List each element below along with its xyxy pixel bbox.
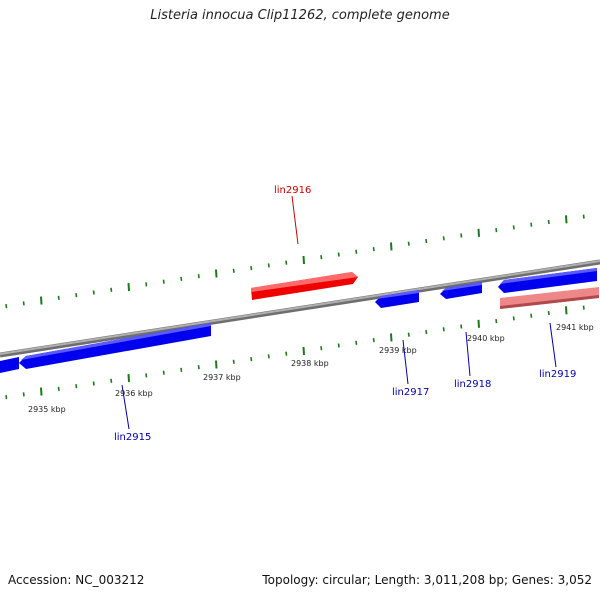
minor-tick bbox=[442, 236, 445, 241]
minor-tick bbox=[5, 304, 8, 309]
minor-tick bbox=[92, 290, 95, 295]
gene-left-partial[interactable] bbox=[0, 357, 19, 373]
minor-tick bbox=[372, 338, 375, 343]
minor-tick bbox=[337, 343, 340, 348]
scale-label: 2941 kbp bbox=[556, 323, 594, 332]
major-tick bbox=[40, 387, 43, 396]
minor-tick bbox=[57, 386, 60, 391]
minor-tick bbox=[512, 316, 515, 321]
reverse-scale-ticks bbox=[5, 305, 585, 400]
minor-tick bbox=[110, 287, 113, 292]
minor-tick bbox=[425, 329, 428, 335]
minor-tick bbox=[162, 279, 165, 284]
minor-tick bbox=[460, 233, 463, 238]
minor-tick bbox=[320, 346, 323, 351]
major-tick bbox=[127, 374, 130, 383]
gene-highlight-bar[interactable] bbox=[500, 287, 599, 309]
minor-tick bbox=[547, 219, 550, 225]
minor-tick bbox=[162, 370, 165, 375]
major-tick bbox=[215, 360, 218, 369]
genome-backbone bbox=[0, 259, 600, 358]
leader-lin2917 bbox=[402, 339, 409, 385]
minor-tick bbox=[582, 305, 585, 310]
minor-tick bbox=[180, 276, 183, 281]
gene-label-lin2916[interactable]: lin2916 bbox=[274, 185, 311, 196]
minor-tick bbox=[495, 228, 498, 233]
leader-lin2916 bbox=[291, 195, 299, 245]
minor-tick bbox=[75, 293, 78, 298]
leader-lin2918 bbox=[465, 331, 471, 377]
minor-tick bbox=[460, 324, 463, 329]
scale-label: 2935 kbp bbox=[28, 405, 66, 414]
minor-tick bbox=[145, 373, 148, 378]
minor-tick bbox=[92, 381, 95, 386]
minor-tick bbox=[57, 295, 60, 300]
minor-tick bbox=[250, 266, 253, 271]
minor-tick bbox=[180, 367, 183, 372]
minor-tick bbox=[355, 340, 358, 345]
gene-lin2917[interactable] bbox=[375, 290, 419, 308]
minor-tick bbox=[530, 313, 533, 318]
minor-tick bbox=[267, 354, 270, 359]
minor-tick bbox=[407, 332, 410, 337]
gene-lin2915[interactable] bbox=[19, 323, 211, 369]
gene-lin2916[interactable] bbox=[251, 272, 358, 300]
scale-label: 2938 kbp bbox=[291, 359, 329, 368]
scale-label: 2940 kbp bbox=[467, 334, 505, 343]
minor-tick bbox=[75, 384, 78, 389]
minor-tick bbox=[495, 319, 498, 324]
leader-lin2919 bbox=[549, 322, 557, 368]
minor-tick bbox=[372, 247, 375, 252]
gene-label-lin2915[interactable]: lin2915 bbox=[114, 432, 151, 443]
gene-lin2918[interactable] bbox=[440, 282, 482, 299]
minor-tick bbox=[197, 365, 200, 370]
minor-tick bbox=[197, 274, 200, 279]
major-tick bbox=[477, 228, 480, 237]
major-tick bbox=[127, 283, 130, 292]
minor-tick bbox=[5, 395, 8, 400]
minor-tick bbox=[285, 260, 288, 265]
forward-scale-ticks bbox=[5, 214, 585, 309]
leader-lin2915 bbox=[121, 384, 130, 430]
major-tick bbox=[302, 346, 305, 356]
genome-title: Listeria innocua Clip11262, complete gen… bbox=[150, 8, 450, 23]
minor-tick bbox=[232, 268, 235, 273]
minor-tick bbox=[582, 214, 585, 219]
major-tick bbox=[390, 333, 393, 342]
minor-tick bbox=[337, 252, 340, 257]
gene-label-lin2917[interactable]: lin2917 bbox=[392, 387, 429, 398]
minor-tick bbox=[232, 359, 235, 364]
major-tick bbox=[215, 269, 218, 278]
scale-label: 2936 kbp bbox=[115, 389, 153, 398]
major-tick bbox=[565, 215, 568, 224]
minor-tick bbox=[530, 222, 533, 227]
minor-tick bbox=[425, 238, 428, 244]
minor-tick bbox=[267, 263, 270, 268]
gene-label-lin2918[interactable]: lin2918 bbox=[454, 379, 491, 390]
minor-tick bbox=[22, 392, 25, 397]
major-tick bbox=[390, 242, 393, 251]
minor-tick bbox=[547, 310, 550, 316]
minor-tick bbox=[355, 249, 358, 254]
accession-label: Accession: NC_003212 bbox=[8, 573, 145, 587]
minor-tick bbox=[320, 255, 323, 260]
major-tick bbox=[477, 319, 480, 328]
major-tick bbox=[302, 255, 305, 265]
minor-tick bbox=[512, 225, 515, 230]
minor-tick bbox=[22, 301, 25, 306]
scale-label: 2937 kbp bbox=[203, 373, 241, 382]
gene-label-lin2919[interactable]: lin2919 bbox=[539, 369, 576, 380]
gene-lin2919[interactable] bbox=[498, 268, 597, 293]
scale-label: 2939 kbp bbox=[379, 346, 417, 355]
major-tick bbox=[565, 306, 568, 315]
minor-tick bbox=[442, 327, 445, 332]
genome-stats-label: Topology: circular; Length: 3,011,208 bp… bbox=[262, 573, 592, 587]
minor-tick bbox=[407, 241, 410, 246]
minor-tick bbox=[285, 351, 288, 356]
minor-tick bbox=[250, 357, 253, 362]
minor-tick bbox=[145, 282, 148, 287]
major-tick bbox=[40, 296, 43, 305]
minor-tick bbox=[110, 378, 113, 383]
